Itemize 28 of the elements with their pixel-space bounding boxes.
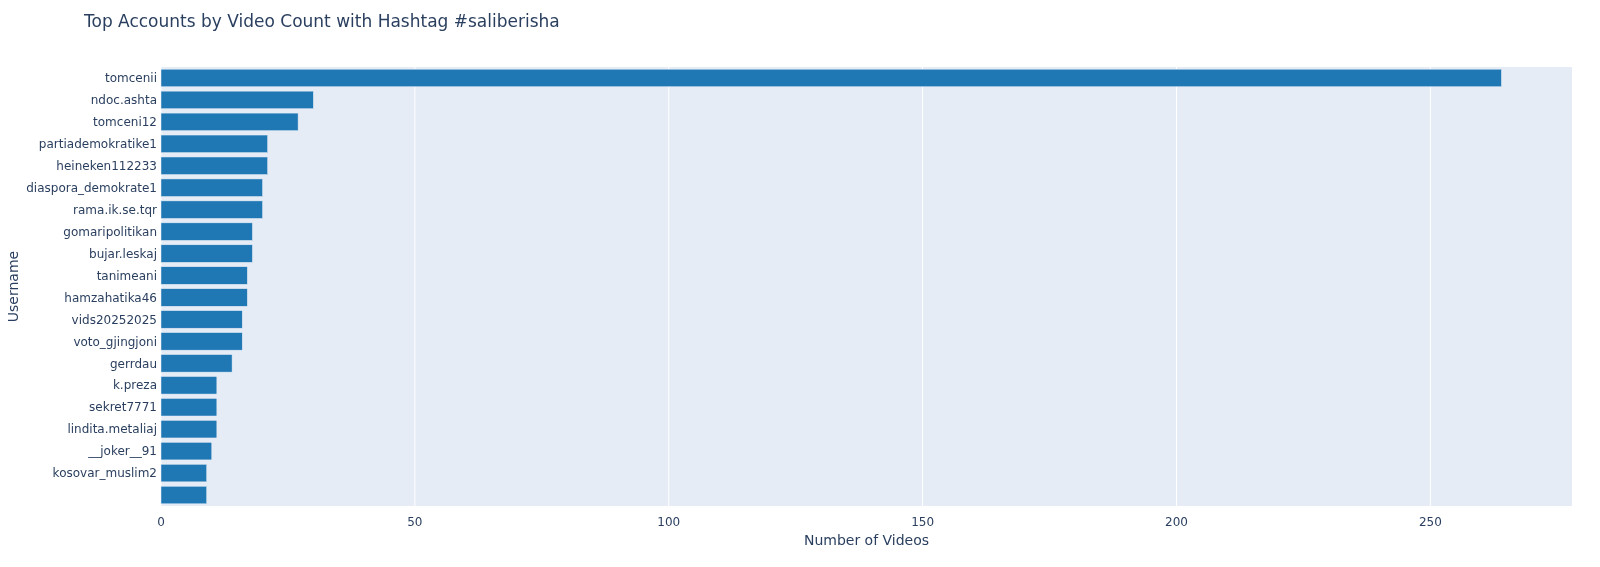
- y-tick-label: k.preza: [112, 378, 157, 393]
- y-tick-label: vids20252025: [71, 312, 157, 327]
- y-tick-label: gerrdau: [109, 356, 157, 371]
- y-tick-label: rama.ik.se.tqr: [73, 202, 158, 217]
- y-tick-label: tomcenii: [105, 71, 157, 86]
- x-tick-label: 50: [407, 515, 423, 529]
- x-tick-label: 150: [911, 515, 935, 529]
- y-tick-label: tanimeani: [96, 268, 157, 283]
- y-tick-label: kosovar_muslim2: [52, 466, 157, 481]
- x-axis-title: Number of Videos: [803, 532, 930, 548]
- y-tick-label: __joker__91: [87, 444, 157, 459]
- x-tick-label: 200: [1165, 515, 1188, 529]
- y-tick-label: tomceni12: [93, 115, 157, 130]
- y-tick-label: sekret7771: [89, 400, 157, 415]
- y-tick-label: gomaripolitikan: [63, 224, 157, 239]
- x-tick-label: 100: [657, 515, 681, 529]
- x-tick-label: 0: [157, 515, 165, 529]
- x-tick-label: 250: [1418, 515, 1442, 529]
- y-tick-label: bujar.leskaj: [89, 246, 157, 261]
- y-tick-label: diaspora_demokrate1: [26, 180, 157, 195]
- y-tick-label: hamzahatika46: [64, 290, 157, 305]
- chart-title: Top Accounts by Video Count with Hashtag #saliberisha: [83, 11, 560, 31]
- y-tick-label: voto_gjingjoni: [73, 334, 157, 349]
- y-tick-label: ndoc.ashta: [90, 93, 157, 108]
- y-tick-label: lindita.metaliaj: [67, 422, 157, 437]
- y-tick-label: partiademokratike1: [38, 137, 157, 152]
- y-axis-title: Username: [5, 250, 21, 323]
- y-tick-label: heineken112233: [56, 158, 157, 173]
